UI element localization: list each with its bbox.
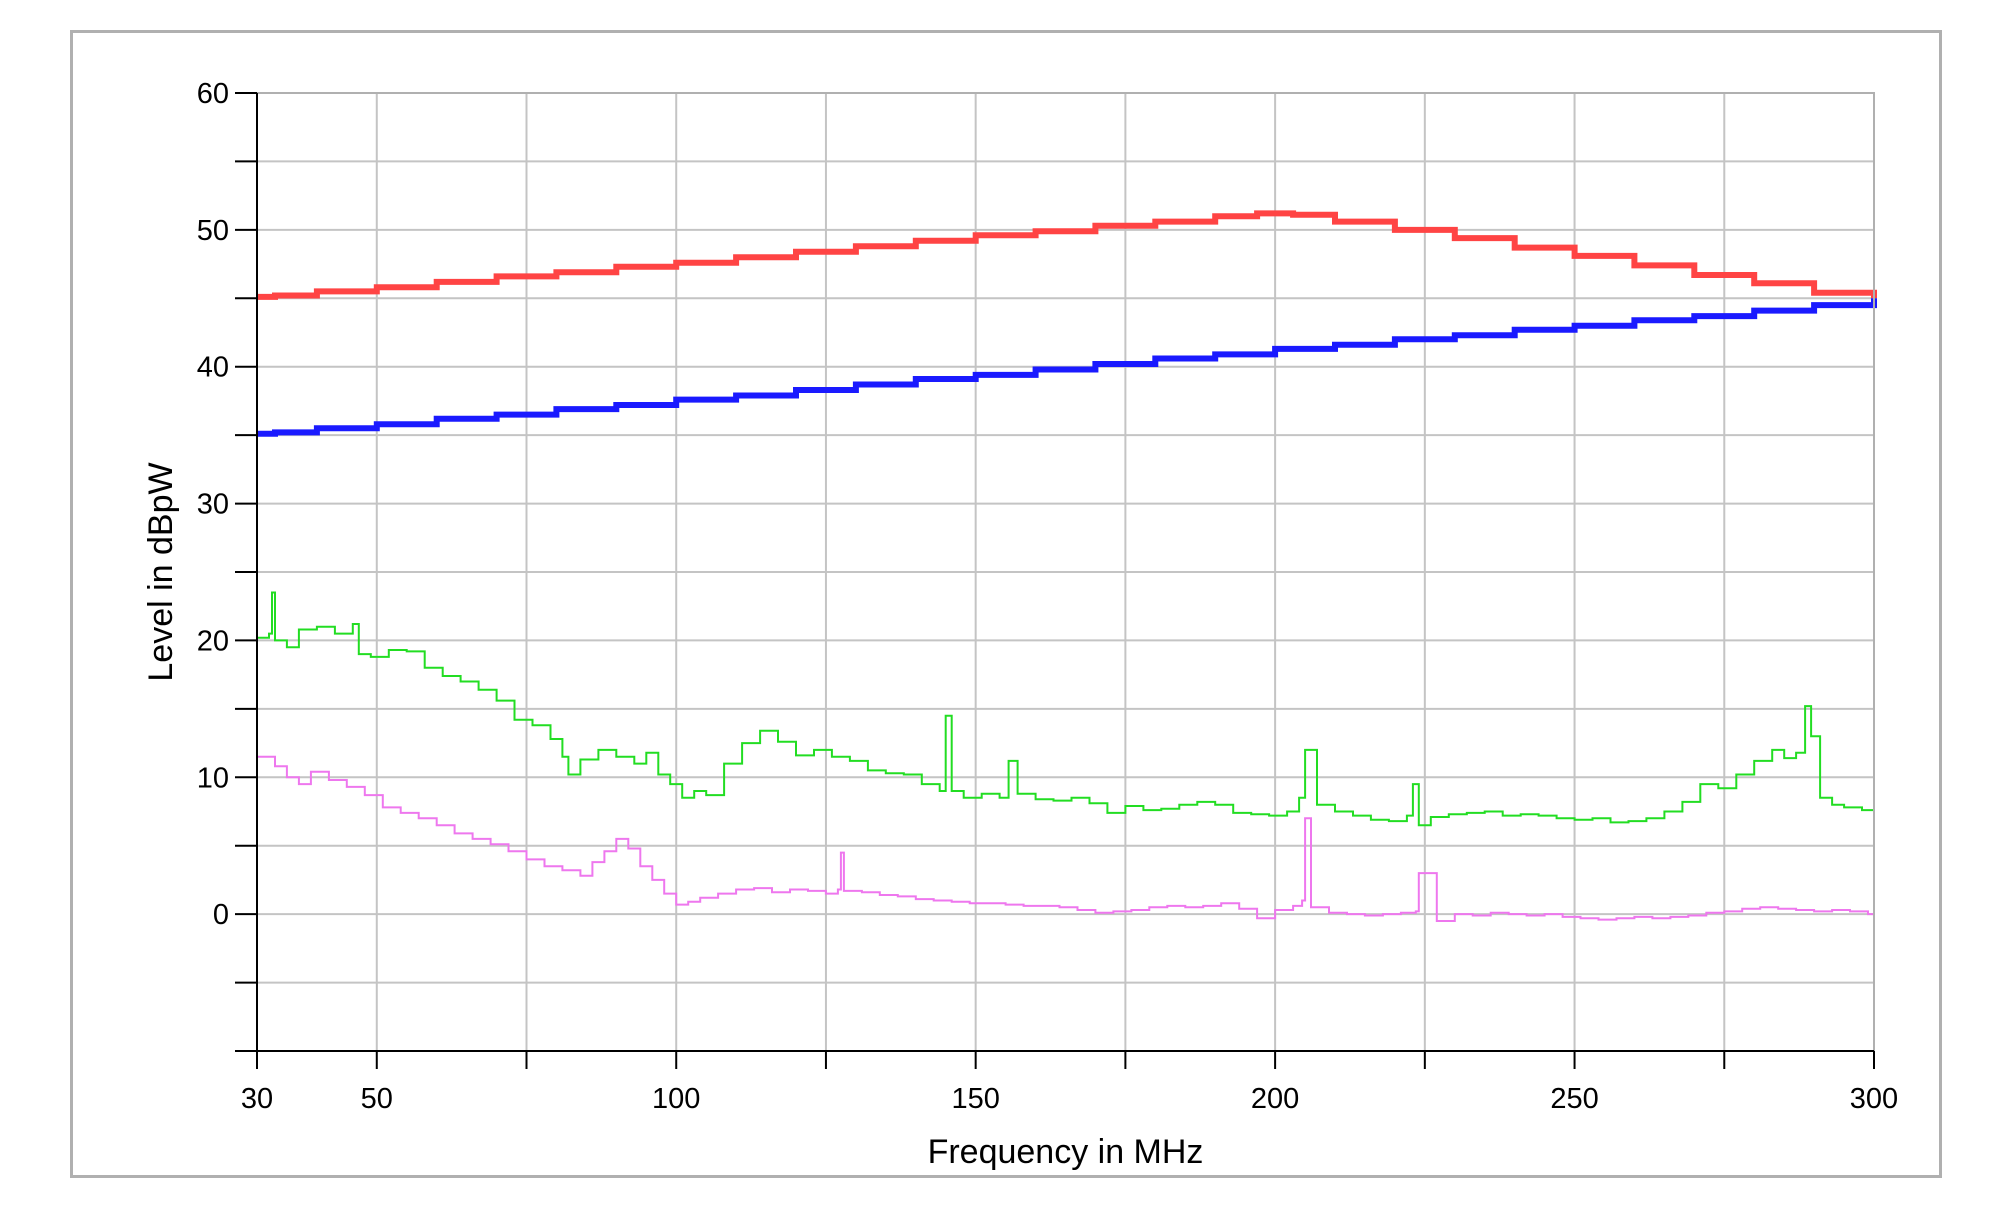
y-tick-label: 0: [213, 899, 229, 931]
x-tick-label: 200: [1251, 1083, 1299, 1115]
series-group: [257, 210, 1877, 922]
tick-labels: 0 10 20 30 40 50 60 30 50 100 150 200 250 300: [197, 78, 1898, 1115]
y-tick-label: 10: [197, 762, 229, 794]
y-tick-label: 50: [197, 215, 229, 247]
series-line-2: [257, 298, 1877, 437]
chart-frame: [70, 30, 1942, 1178]
x-tick-label: 100: [652, 1083, 700, 1115]
y-tick-label: 40: [197, 352, 229, 384]
x-tick-label: 30: [241, 1083, 273, 1115]
y-tick-label: 30: [197, 489, 229, 521]
y-axis-title: Level in dBpW: [142, 462, 180, 681]
x-axis-title: Frequency in MHz: [928, 1133, 1204, 1171]
x-tick-label: 150: [951, 1083, 999, 1115]
y-tick-label: 60: [197, 78, 229, 110]
x-tick-label: 250: [1550, 1083, 1598, 1115]
series-line-3: [257, 591, 1875, 827]
x-tick-label: 300: [1850, 1083, 1898, 1115]
series-line-4: [257, 755, 1874, 922]
series-line-1: [257, 210, 1877, 300]
x-tick-label: 50: [361, 1083, 393, 1115]
ticks: [235, 92, 1875, 1069]
y-tick-label: 20: [197, 625, 229, 657]
